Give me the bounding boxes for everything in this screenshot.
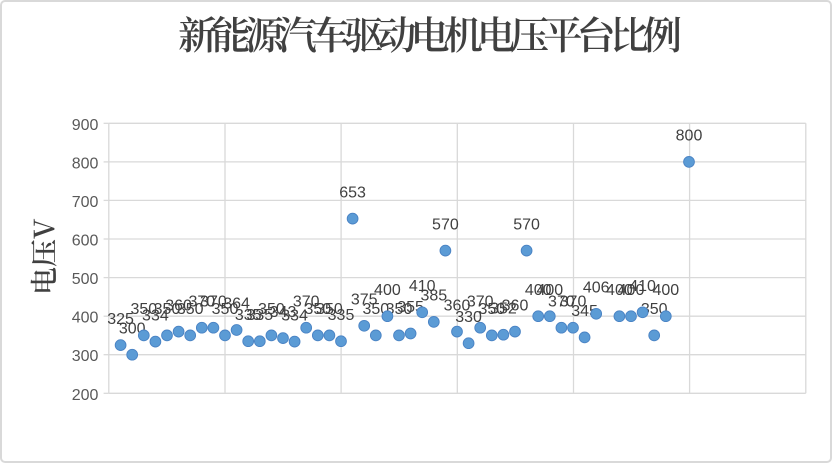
- svg-text:350: 350: [130, 301, 157, 318]
- svg-text:375: 375: [351, 292, 378, 309]
- svg-text:410: 410: [629, 278, 656, 295]
- svg-text:335: 335: [235, 307, 262, 324]
- svg-text:360: 360: [165, 297, 192, 314]
- svg-text:364: 364: [223, 296, 250, 313]
- svg-text:400: 400: [536, 282, 563, 299]
- svg-text:360: 360: [502, 297, 529, 314]
- svg-text:334: 334: [281, 307, 308, 324]
- svg-text:300: 300: [72, 348, 99, 365]
- svg-text:400: 400: [606, 282, 633, 299]
- svg-text:400: 400: [618, 282, 645, 299]
- svg-text:330: 330: [455, 309, 482, 326]
- svg-text:800: 800: [72, 155, 99, 172]
- svg-text:200: 200: [72, 387, 99, 404]
- svg-text:410: 410: [409, 278, 436, 295]
- svg-text:335: 335: [246, 307, 273, 324]
- svg-text:370: 370: [188, 293, 215, 310]
- svg-text:334: 334: [142, 307, 169, 324]
- svg-text:400: 400: [525, 282, 552, 299]
- svg-text:370: 370: [548, 293, 575, 310]
- svg-text:360: 360: [444, 297, 471, 314]
- svg-text:900: 900: [72, 117, 99, 134]
- svg-text:370: 370: [293, 293, 320, 310]
- svg-text:335: 335: [328, 307, 355, 324]
- svg-text:350: 350: [154, 301, 181, 318]
- svg-text:406: 406: [583, 280, 610, 297]
- svg-text:570: 570: [432, 216, 459, 233]
- svg-text:352: 352: [490, 300, 517, 317]
- svg-text:325: 325: [107, 311, 134, 328]
- svg-text:400: 400: [652, 282, 679, 299]
- svg-text:653: 653: [339, 184, 366, 201]
- svg-text:350: 350: [478, 301, 505, 318]
- svg-text:343: 343: [270, 304, 297, 321]
- svg-text:400: 400: [374, 282, 401, 299]
- svg-text:350: 350: [212, 301, 239, 318]
- svg-text:500: 500: [72, 271, 99, 288]
- svg-text:350: 350: [316, 301, 343, 318]
- svg-text:570: 570: [513, 216, 540, 233]
- svg-text:350: 350: [177, 301, 204, 318]
- svg-text:385: 385: [420, 288, 447, 305]
- svg-text:700: 700: [72, 194, 99, 211]
- svg-text:600: 600: [72, 233, 99, 250]
- svg-text:370: 370: [467, 293, 494, 310]
- svg-text:400: 400: [72, 310, 99, 327]
- svg-text:350: 350: [258, 301, 285, 318]
- svg-text:370: 370: [200, 293, 227, 310]
- svg-text:800: 800: [676, 128, 703, 145]
- svg-text:350: 350: [304, 301, 331, 318]
- svg-text:370: 370: [560, 293, 587, 310]
